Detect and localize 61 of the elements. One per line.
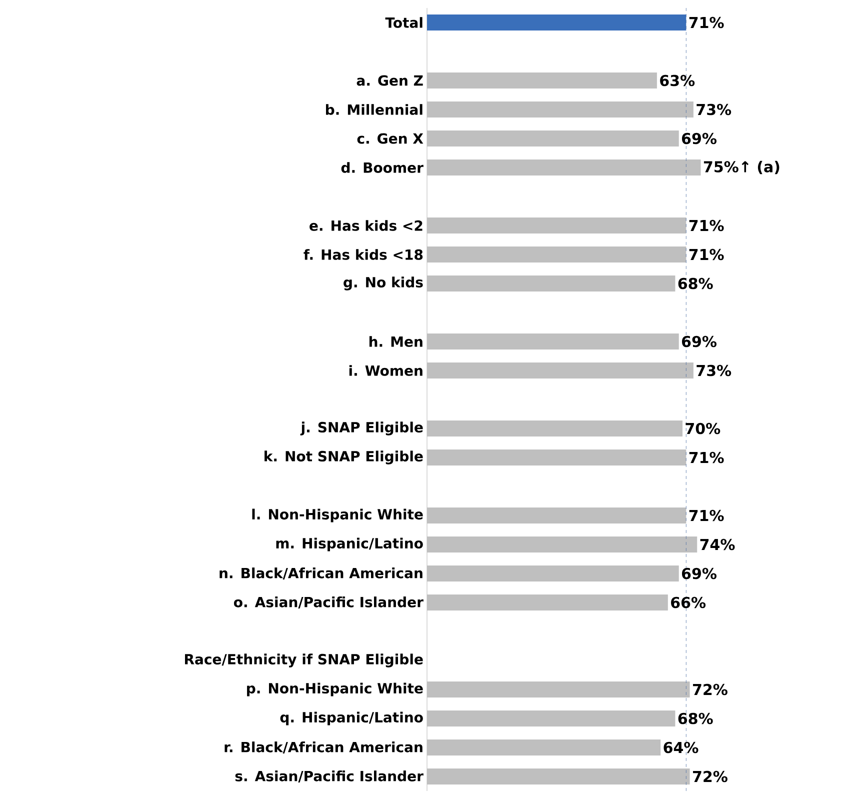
y-tick-label: a. Gen Z [356, 75, 423, 86]
bar [427, 362, 694, 378]
data-label: 74% [700, 538, 735, 550]
bar [427, 102, 694, 118]
bar [427, 739, 661, 756]
data-label: 69% [682, 132, 716, 144]
bar [427, 710, 676, 726]
bar [427, 72, 657, 88]
y-tick-label: s. Asian/Pacific Islander [235, 770, 424, 782]
bar [427, 160, 701, 176]
data-label: 63% [660, 74, 695, 86]
bar [427, 420, 683, 436]
data-label: 71% [689, 510, 724, 522]
y-tick-label: n. Black/African American [220, 568, 422, 580]
y-tick-label: o. Asian/Pacific Islander [234, 596, 424, 608]
y-tick-label: f. Has kids <18 [304, 249, 423, 260]
data-label: 71% [689, 16, 724, 28]
y-tick-label: g. No kids [344, 276, 423, 290]
bar [427, 536, 698, 552]
data-label: 66% [671, 596, 706, 608]
y-tick-label: j. SNAP Eligible [300, 422, 423, 436]
data-label: 73% [696, 364, 732, 376]
data-label: 72% [693, 770, 728, 782]
bar [427, 594, 668, 610]
data-label: 68% [678, 712, 713, 724]
data-label: 71% [689, 248, 724, 260]
bar [427, 130, 679, 146]
y-tick-label: b. Millennial [326, 104, 422, 115]
bar [427, 507, 686, 524]
data-label: 68% [678, 278, 713, 290]
y-tick-label: c. Gen X [357, 133, 424, 144]
data-label: 72% [693, 684, 728, 696]
data-label: 71% [689, 452, 724, 464]
y-tick-label: p. Non-Hispanic White [247, 682, 423, 696]
y-tick-label: m. Hispanic/Latino [276, 538, 423, 552]
bar [427, 449, 686, 466]
y-tick-label: k. Not SNAP Eligible [264, 450, 423, 464]
data-label: 71% [689, 220, 724, 232]
data-label: 75%↑ (a) [704, 160, 780, 174]
bar [427, 681, 690, 698]
y-tick-label: d. Boomer [341, 162, 424, 173]
data-label: 69% [682, 336, 716, 348]
y-tick-label: r. Black/African American [224, 742, 422, 754]
data-label: 69% [682, 568, 716, 580]
data-label: 70% [686, 422, 720, 434]
y-tick-label: l. Non-Hispanic White [252, 508, 423, 522]
y-tick-label: e. Has kids <2 [310, 220, 422, 231]
bar [427, 566, 679, 582]
data-label: 73% [696, 104, 732, 116]
bar [427, 14, 686, 30]
bar [427, 246, 686, 262]
data-label: 64% [664, 742, 698, 754]
y-tick-label: q. Hispanic/Latino [280, 712, 423, 726]
y-tick-label: Race/Ethnicity if SNAP Eligible [185, 654, 423, 668]
bar [427, 334, 679, 350]
bar [427, 768, 690, 784]
y-tick-label: Total [385, 17, 422, 28]
y-tick-label: i. Women [349, 365, 422, 376]
y-tick-label: h. Men [369, 336, 422, 347]
bar [427, 275, 676, 292]
bar [427, 218, 686, 234]
